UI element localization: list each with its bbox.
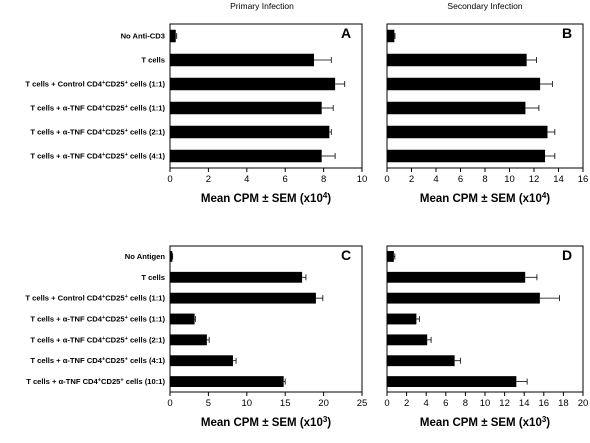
panel-a-category-label-1: T cells xyxy=(141,56,165,65)
panel-a-letter: A xyxy=(341,25,351,41)
panel-c-bar-6 xyxy=(170,376,284,387)
panel-a-xtick-label-5: 10 xyxy=(357,174,368,185)
panel-d-xtick-label-7: 14 xyxy=(519,398,530,409)
panel-d-xtick-label-9: 18 xyxy=(558,398,569,409)
panel-b-xtick-label-7: 14 xyxy=(553,174,564,185)
panel-b-bar-4 xyxy=(387,125,548,139)
panel-c-xtick-label-0: 0 xyxy=(167,398,172,409)
panel-a-xtick-label-1: 2 xyxy=(206,174,211,185)
panel-d-letter: D xyxy=(562,247,572,263)
panel-c-category-label-5: T cells + α-TNF CD4+CD25+ cells (4:1) xyxy=(30,356,165,365)
panel-d-bar-0 xyxy=(387,251,394,262)
panel-c-bar-4 xyxy=(170,334,207,346)
panel-d-xtick-label-4: 8 xyxy=(463,398,468,409)
panel-a-bar-2 xyxy=(170,77,336,91)
panel-b-xtick-label-0: 0 xyxy=(384,174,389,185)
panel-d-xtick-label-1: 2 xyxy=(404,398,409,409)
panel-a-category-label-0: No Anti-CD3 xyxy=(121,32,165,41)
panel-c-frame xyxy=(169,245,363,393)
panel-a-bar-0 xyxy=(170,29,176,43)
panel-c-category-label-3: T cells + α-TNF CD4+CD25+ cells (1:1) xyxy=(30,315,165,324)
panel-b-frame xyxy=(386,23,584,169)
panel-a-bar-5 xyxy=(170,149,322,163)
panel-c-xtick-label-5: 25 xyxy=(357,398,368,409)
panel-c-bar-2 xyxy=(170,292,316,304)
panel-d-xtick-label-0: 0 xyxy=(384,398,389,409)
panel-d-xtick-label-8: 16 xyxy=(539,398,550,409)
panel-a-xtick-label-4: 8 xyxy=(321,174,326,185)
panel-b-xtick-label-3: 6 xyxy=(458,174,463,185)
panel-c-category-label-2: T cells + Control CD4+CD25+ cells (1:1) xyxy=(25,294,165,303)
panel-b-x-axis-label: Mean CPM ± SEM (x104) xyxy=(420,191,550,205)
panel-a-xtick-label-2: 4 xyxy=(244,174,249,185)
panel-b-bar-2 xyxy=(387,77,541,91)
panel-c-letter: C xyxy=(341,247,351,263)
panel-c-bar-1 xyxy=(170,271,303,283)
panel-a-x-axis-label: Mean CPM ± SEM (x104) xyxy=(201,191,331,205)
panel-a-xtick-label-3: 6 xyxy=(283,174,288,185)
panel-d-xtick-label-5: 10 xyxy=(480,398,491,409)
panel-d-xtick-label-10: 20 xyxy=(578,398,589,409)
panel-b-bar-0 xyxy=(387,29,395,43)
panel-b-xtick-label-5: 10 xyxy=(504,174,515,185)
panel-a-category-label-2: T cells + Control CD4+CD25+ cells (1:1) xyxy=(25,80,165,89)
panel-b-bar-3 xyxy=(387,101,526,115)
panel-c-xtick-label-4: 20 xyxy=(318,398,329,409)
panel-d-xtick-label-3: 6 xyxy=(443,398,448,409)
panel-a-category-label-5: T cells + α-TNF CD4+CD25+ cells (4:1) xyxy=(30,152,165,161)
panel-d-xtick-label-2: 4 xyxy=(424,398,429,409)
secondary-infection-title: Secondary Infection xyxy=(447,1,523,11)
panel-a-category-label-4: T cells + α-TNF CD4+CD25+ cells (2:1) xyxy=(30,128,165,137)
panel-c-xtick-label-3: 15 xyxy=(280,398,291,409)
panel-b-bar-1 xyxy=(387,53,527,67)
panel-d-bar-6 xyxy=(387,376,517,387)
panel-c-x-axis-label: Mean CPM ± SEM (x103) xyxy=(201,415,331,429)
panel-a-frame xyxy=(169,23,363,169)
panel-c-bar-3 xyxy=(170,313,195,325)
panel-d-bar-1 xyxy=(387,271,526,283)
panel-c-xtick-label-1: 5 xyxy=(206,398,211,409)
panel-c-category-label-6: T cells + α-TNF CD4+CD25+ cells (10:1) xyxy=(26,377,165,386)
panel-c-category-label-1: T cells xyxy=(141,273,165,282)
panel-a-bar-1 xyxy=(170,53,314,67)
panel-b-xtick-label-1: 2 xyxy=(409,174,414,185)
panel-a-xtick-label-0: 0 xyxy=(167,174,172,185)
panel-b-letter: B xyxy=(562,25,572,41)
panel-c-bar-5 xyxy=(170,355,233,367)
panel-b-xtick-label-8: 16 xyxy=(578,174,589,185)
panel-d-xtick-label-6: 12 xyxy=(499,398,510,409)
panel-d-bar-3 xyxy=(387,313,417,325)
panel-d-bar-5 xyxy=(387,355,455,367)
panel-c-bar-0 xyxy=(170,251,173,262)
panel-a-bar-4 xyxy=(170,125,330,139)
panel-d-bar-4 xyxy=(387,334,428,346)
panel-b-bar-5 xyxy=(387,149,546,163)
panel-c-category-label-0: No Antigen xyxy=(125,252,166,261)
panel-b-xtick-label-6: 12 xyxy=(529,174,540,185)
panel-a-category-label-3: T cells + α-TNF CD4+CD25+ cells (1:1) xyxy=(30,104,165,113)
panel-c-xtick-label-2: 10 xyxy=(242,398,253,409)
panel-b-xtick-label-4: 8 xyxy=(482,174,487,185)
panel-a-bar-3 xyxy=(170,101,322,115)
primary-infection-title: Primary Infection xyxy=(230,1,294,11)
panel-d-x-axis-label: Mean CPM ± SEM (x103) xyxy=(420,415,550,429)
panel-d-bar-2 xyxy=(387,292,540,304)
panel-b-xtick-label-2: 4 xyxy=(433,174,438,185)
panel-c-category-label-4: T cells + α-TNF CD4+CD25+ cells (2:1) xyxy=(30,335,165,344)
